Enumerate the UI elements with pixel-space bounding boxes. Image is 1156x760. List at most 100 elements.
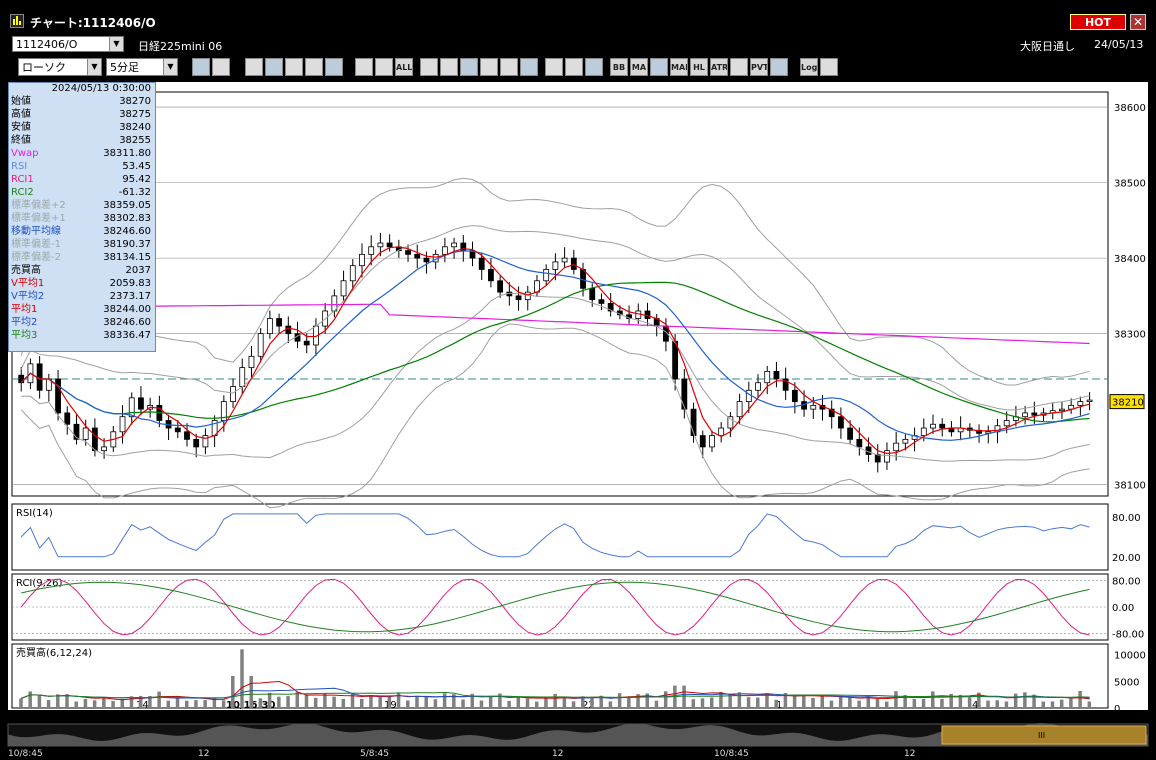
scroller-thumb[interactable] (941, 725, 1147, 745)
candle-body (561, 257, 568, 263)
mae-icon[interactable]: MAE (670, 58, 688, 76)
fullscreen-icon[interactable] (770, 58, 788, 76)
candle-body (884, 450, 890, 463)
bb-icon[interactable]: BB (610, 58, 628, 76)
hl-icon[interactable]: HL (690, 58, 708, 76)
rci-tick-label: 80.00 (1112, 577, 1141, 588)
volume-bar (820, 694, 824, 708)
data-window-key: 終値 (11, 135, 31, 146)
volume-bar (1059, 699, 1064, 708)
volume-bar (691, 699, 696, 708)
volume-bar (581, 696, 585, 708)
chart-type-select[interactable]: ローソク ▼ (18, 58, 102, 76)
note-icon[interactable] (500, 58, 518, 76)
pvt-icon[interactable]: PVT (750, 58, 768, 76)
candle-body (607, 303, 614, 312)
volume-bar (1087, 701, 1092, 708)
interval-select[interactable]: 5分足 ▼ (106, 58, 178, 76)
volume-bar (277, 696, 281, 708)
volume-bar (148, 695, 152, 708)
candle-body (570, 257, 577, 270)
candle-body (755, 382, 761, 391)
log-icon[interactable]: Log (800, 58, 818, 76)
all-icon[interactable]: ALL (395, 58, 413, 76)
data-window-value: 2059.83 (109, 278, 151, 289)
candle-body (773, 371, 780, 380)
candle-body (709, 435, 715, 448)
volume-bar (175, 697, 180, 708)
export-icon[interactable] (820, 58, 838, 76)
data-window-value: 38246.60 (103, 317, 151, 328)
volume-bar (1050, 701, 1055, 708)
chevron-down-icon[interactable]: ▼ (109, 37, 123, 51)
volume-bar (940, 699, 944, 708)
volume-bar (498, 693, 502, 708)
volume-bar (977, 692, 981, 708)
volume-bar (350, 693, 355, 708)
bar2-icon[interactable] (375, 58, 393, 76)
rci-tick-label: -80.00 (1112, 629, 1144, 640)
candle-body (939, 423, 946, 429)
bollinger-lower1 (21, 292, 1090, 462)
volume-bar (599, 695, 603, 708)
ma-icon[interactable]: MA (630, 58, 648, 76)
volume-bar (627, 697, 631, 708)
data-window-row: RCI1 95.42 (11, 174, 153, 187)
close-button[interactable]: ✕ (1130, 14, 1146, 30)
arrow-icon[interactable] (480, 58, 498, 76)
search-icon[interactable] (192, 58, 210, 76)
insert-icon[interactable] (245, 58, 263, 76)
chart-canvas[interactable]: 3860038500384003830038210381001410/16:30… (8, 82, 1148, 710)
chart-area[interactable]: 3860038500384003830038210381001410/16:30… (8, 82, 1148, 710)
bar-icon[interactable] (355, 58, 373, 76)
zoom-icon[interactable] (265, 58, 283, 76)
chevron-down-icon[interactable]: ▼ (87, 59, 101, 75)
palette-icon[interactable] (585, 58, 603, 76)
volume-bar (848, 697, 852, 708)
data-window-key: RCI2 (11, 187, 34, 198)
volume-bar (645, 693, 649, 708)
candle-body (856, 438, 863, 448)
ichimoku-icon[interactable] (730, 58, 748, 76)
candle-body (276, 318, 282, 327)
time-scroller[interactable]: III 10/8:45 12 5/8:45 12 10/8:45 12 (0, 712, 1156, 760)
grid-icon[interactable] (545, 58, 563, 76)
wrench-icon[interactable] (565, 58, 583, 76)
atr-icon[interactable]: ATR (710, 58, 728, 76)
volume-bar (553, 693, 557, 708)
volume-bar (1013, 693, 1018, 708)
candle-body (36, 363, 43, 391)
volume-bar (737, 692, 742, 708)
price-tick-label: 38500 (1114, 179, 1146, 190)
volume-bar (295, 692, 300, 708)
line-icon[interactable] (325, 58, 343, 76)
volume-bar (1032, 694, 1036, 708)
clear-icon[interactable] (520, 58, 538, 76)
data-window-key: 標準偏差-1 (11, 239, 61, 250)
data-window-key: RSI (11, 161, 28, 172)
volume-average-line (21, 691, 1090, 699)
candle-body (18, 374, 25, 384)
symbol-input[interactable]: 1112406/O ▼ (12, 36, 124, 52)
volume-bar (802, 695, 806, 708)
volume-bar (415, 696, 419, 708)
crosshair-icon[interactable] (212, 58, 230, 76)
data-window-row: 終値 38255 (11, 135, 153, 148)
volume-bar (452, 694, 456, 708)
volume-bar (608, 701, 613, 708)
range-icon[interactable] (285, 58, 303, 76)
volume-bar (728, 694, 732, 708)
compare-icon[interactable] (305, 58, 323, 76)
draw-icon[interactable] (440, 58, 458, 76)
pen-icon[interactable] (420, 58, 438, 76)
chevron-down-icon[interactable]: ▼ (163, 59, 177, 75)
data-window-key: 高値 (11, 109, 31, 120)
candle-body (598, 299, 605, 304)
candle-body (377, 242, 384, 248)
data-window-value: 38275 (119, 109, 151, 120)
cursor-icon[interactable] (460, 58, 478, 76)
env-icon[interactable] (650, 58, 668, 76)
volume-bar (286, 696, 290, 708)
candle-body (469, 250, 476, 259)
hot-button[interactable]: HOT (1070, 14, 1126, 30)
